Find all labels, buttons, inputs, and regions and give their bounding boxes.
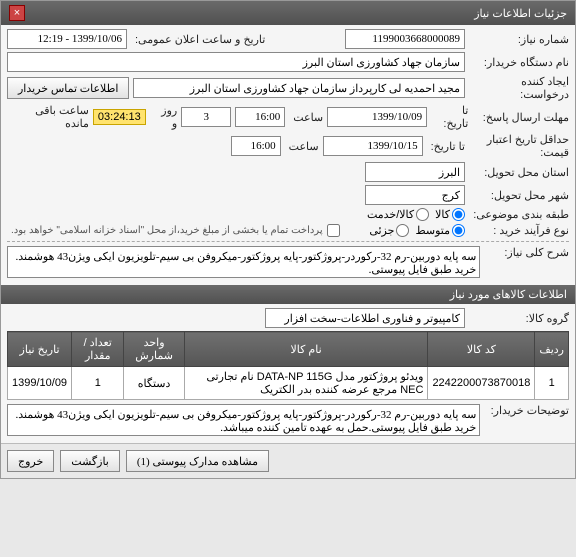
buy-type-radio-group: متوسط جزئی [369,224,465,237]
creator-field[interactable] [133,78,465,98]
group-field[interactable] [265,308,465,328]
col-code: کد کالا [428,332,535,367]
province-label: استان محل تحویل: [469,166,569,179]
window-title: جزئیات اطلاعات نیاز [474,7,567,20]
footer: مشاهده مدارک پیوستی (1) بازگشت خروج [1,443,575,478]
items-section-header: اطلاعات کالاهای مورد نیاز [1,285,575,304]
desc-textarea[interactable] [7,246,480,278]
attachments-button[interactable]: مشاهده مدارک پیوستی (1) [126,450,269,472]
back-button[interactable]: بازگشت [60,450,120,472]
table-header-row: ردیف کد کالا نام کالا واحد شمارش تعداد /… [8,332,569,367]
deadline-price-hour[interactable] [231,136,281,156]
cell-unit: دستگاه [124,367,184,400]
deadline-send-hour[interactable] [235,107,285,127]
creator-label: ایجاد کننده درخواست: [469,75,569,101]
radio-goods[interactable] [452,208,465,221]
city-label: شهر محل تحویل: [469,189,569,202]
hour-label-1: ساعت [289,111,323,124]
org-label: نام دستگاه خریدار: [469,56,569,69]
announce-label: تاریخ و ساعت اعلان عمومی: [131,33,265,46]
radio-mid-label[interactable]: متوسط [415,224,465,237]
radio-service[interactable] [416,208,429,221]
deadline-send-label: مهلت ارسال پاسخ: [472,111,569,124]
days-label: روز و [150,104,177,130]
remain-label: ساعت باقی مانده [7,104,89,130]
deadline-price-date[interactable] [323,136,423,156]
deadline-send-date[interactable] [327,107,427,127]
cell-name: ویدئو پروژکتور مدل DATA-NP 115G نام تجار… [184,367,428,400]
buyer-note-textarea[interactable] [7,404,480,436]
subject-radio-group: کالا کالا/خدمت [367,208,465,221]
countdown-badge: 03:24:13 [93,109,146,125]
need-details-window: جزئیات اطلاعات نیاز × شماره نیاز: تاریخ … [0,0,576,479]
col-idx: ردیف [535,332,569,367]
radio-goods-label[interactable]: کالا [435,208,465,221]
partial-pay-checkbox[interactable] [327,224,340,237]
col-date: تاریخ نیاز [8,332,72,367]
radio-small[interactable] [396,224,409,237]
announce-date-field[interactable] [7,29,127,49]
table-row[interactable]: 1 2242200073870018 ویدئو پروژکتور مدل DA… [8,367,569,400]
contact-buyer-button[interactable]: اطلاعات تماس خریدار [7,77,129,99]
city-field[interactable] [365,185,465,205]
desc-label: شرح کلی نیاز: [484,246,569,259]
header-section: شماره نیاز: تاریخ و ساعت اعلان عمومی: نا… [1,25,575,285]
cell-qty: 1 [72,367,124,400]
col-name: نام کالا [184,332,428,367]
exit-button[interactable]: خروج [7,450,54,472]
need-number-field[interactable] [345,29,465,49]
deadline-price-label: حداقل تاریخ اعتبار قیمت: [469,133,569,159]
cell-idx: 1 [535,367,569,400]
col-unit: واحد شمارش [124,332,184,367]
partial-pay-row: پرداخت تمام یا بخشی از مبلغ خرید،از محل … [7,224,340,237]
remain-days [181,107,231,127]
need-number-label: شماره نیاز: [469,33,569,46]
cell-date: 1399/10/09 [8,367,72,400]
budget-label: طبقه بندی موضوعی: [469,208,569,221]
col-qty: تعداد / مقدار [72,332,124,367]
cell-code: 2242200073870018 [428,367,535,400]
org-field[interactable] [7,52,465,72]
partial-pay-label: پرداخت تمام یا بخشی از مبلغ خرید،از محل … [7,225,323,236]
hour-label-2: ساعت [285,140,319,153]
items-section: گروه کالا: ردیف کد کالا نام کالا واحد شم… [1,304,575,443]
radio-service-label[interactable]: کالا/خدمت [367,208,429,221]
close-icon[interactable]: × [9,5,25,21]
deadline-price-todate: تا تاریخ: [427,140,465,153]
titlebar: جزئیات اطلاعات نیاز × [1,1,575,25]
radio-small-label[interactable]: جزئی [369,224,409,237]
radio-mid[interactable] [452,224,465,237]
deadline-send-todate: تا تاریخ: [431,104,468,130]
buyer-note-label: توضیحات خریدار: [484,404,569,417]
province-field[interactable] [365,162,465,182]
items-table: ردیف کد کالا نام کالا واحد شمارش تعداد /… [7,331,569,400]
buy-type-label: نوع فرآیند خرید : [469,224,569,237]
group-label: گروه کالا: [469,312,569,325]
